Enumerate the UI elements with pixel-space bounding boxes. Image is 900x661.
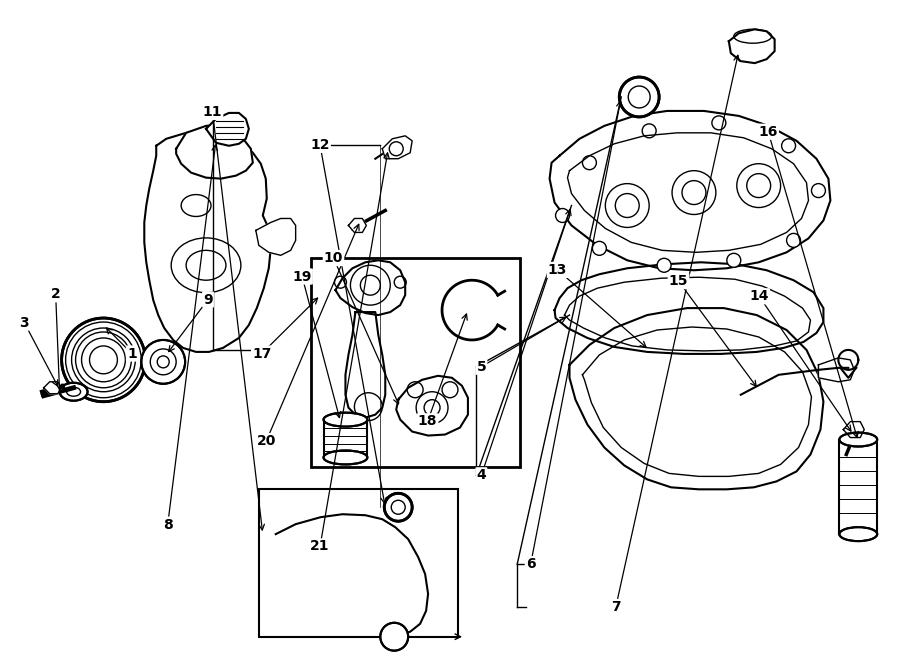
Text: 2: 2 (50, 288, 60, 301)
Text: 11: 11 (202, 105, 222, 119)
Polygon shape (570, 308, 824, 489)
Circle shape (381, 623, 409, 650)
Text: 13: 13 (548, 263, 567, 277)
Bar (310, 258, 519, 467)
Ellipse shape (59, 383, 87, 401)
Circle shape (643, 124, 656, 137)
Ellipse shape (323, 412, 367, 426)
Circle shape (582, 156, 597, 170)
Circle shape (61, 318, 145, 402)
Circle shape (812, 184, 825, 198)
Text: 4: 4 (476, 468, 486, 483)
Polygon shape (256, 219, 296, 255)
Polygon shape (144, 131, 271, 352)
Polygon shape (176, 125, 253, 178)
Ellipse shape (840, 432, 878, 447)
Circle shape (141, 340, 185, 384)
Text: 3: 3 (20, 315, 29, 330)
Text: 16: 16 (759, 125, 778, 139)
Circle shape (712, 116, 725, 130)
Text: 18: 18 (418, 414, 437, 428)
Polygon shape (554, 262, 824, 354)
Circle shape (657, 258, 671, 272)
Ellipse shape (323, 451, 367, 465)
Text: 15: 15 (669, 274, 689, 288)
Text: 5: 5 (476, 360, 486, 373)
Bar (323, 420, 367, 457)
Polygon shape (843, 422, 864, 438)
Text: 19: 19 (292, 270, 311, 284)
Polygon shape (348, 219, 366, 233)
Polygon shape (346, 312, 385, 418)
Text: 9: 9 (203, 293, 212, 307)
Polygon shape (336, 260, 405, 315)
Polygon shape (206, 113, 248, 146)
Bar (259, 489, 458, 637)
Text: 21: 21 (310, 539, 329, 553)
Text: 8: 8 (163, 518, 173, 531)
Text: 1: 1 (127, 346, 137, 360)
Ellipse shape (840, 527, 878, 541)
Circle shape (781, 139, 796, 153)
Circle shape (787, 233, 800, 247)
Polygon shape (44, 382, 61, 394)
Polygon shape (818, 358, 854, 382)
Text: 7: 7 (611, 600, 621, 614)
Circle shape (555, 208, 570, 223)
Text: 6: 6 (526, 557, 536, 571)
Text: 20: 20 (256, 434, 276, 448)
Polygon shape (729, 29, 775, 63)
Text: 14: 14 (750, 290, 769, 303)
Text: 17: 17 (252, 346, 272, 360)
Circle shape (619, 77, 659, 117)
Bar (840, 440, 878, 534)
Circle shape (592, 241, 607, 255)
Polygon shape (396, 376, 468, 436)
Text: 10: 10 (324, 251, 343, 265)
Polygon shape (550, 111, 831, 270)
Polygon shape (382, 136, 412, 159)
Circle shape (727, 253, 741, 267)
Circle shape (384, 493, 412, 521)
Text: 12: 12 (310, 138, 329, 152)
